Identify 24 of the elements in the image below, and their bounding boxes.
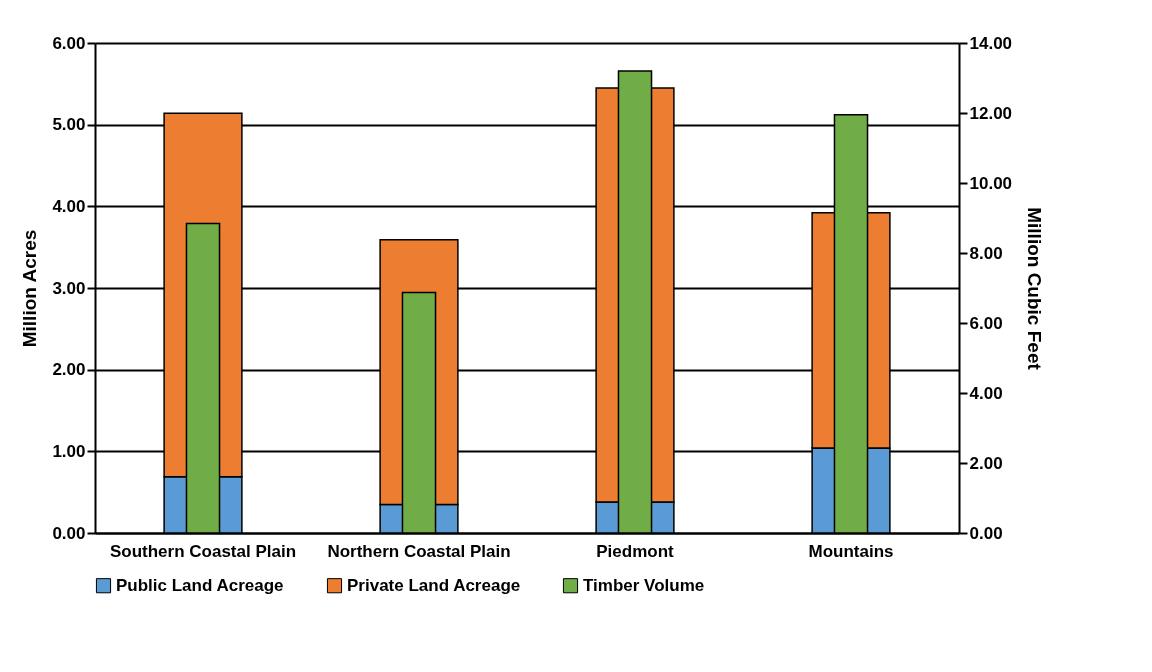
legend-label: Public Land Acreage [116,575,284,595]
legend-label: Timber Volume [583,575,705,595]
y2-tick-label: 8.00 [969,243,1003,263]
y2-tick-label: 2.00 [969,453,1003,473]
y2-tick-label: 6.00 [969,313,1003,333]
x-tick-label: Piedmont [596,541,675,561]
y-tick-label: 1.00 [52,441,86,461]
y2-axis-title: Million Cubic Feet [1024,207,1046,371]
x-tick-label: Mountains [808,541,894,561]
y-tick-label: 0.00 [52,523,86,543]
y2-tick-label: 10.00 [969,173,1013,193]
legend-label: Private Land Acreage [347,575,521,595]
y-axis-title: Million Acres [19,229,41,348]
x-tick-label: Northern Coastal Plain [327,541,511,561]
y2-tick-label: 12.00 [969,103,1013,123]
y-tick-label: 3.00 [52,278,86,298]
y-tick-label: 6.00 [52,33,86,53]
x-tick-label: Southern Coastal Plain [109,541,297,561]
y-tick-label: 2.00 [52,360,86,380]
y-tick-label: 5.00 [52,115,86,135]
y2-tick-label: 14.00 [969,33,1013,53]
y2-tick-label: 4.00 [969,383,1003,403]
y2-tick-label: 0.00 [969,523,1003,543]
y-tick-label: 4.00 [52,196,86,216]
